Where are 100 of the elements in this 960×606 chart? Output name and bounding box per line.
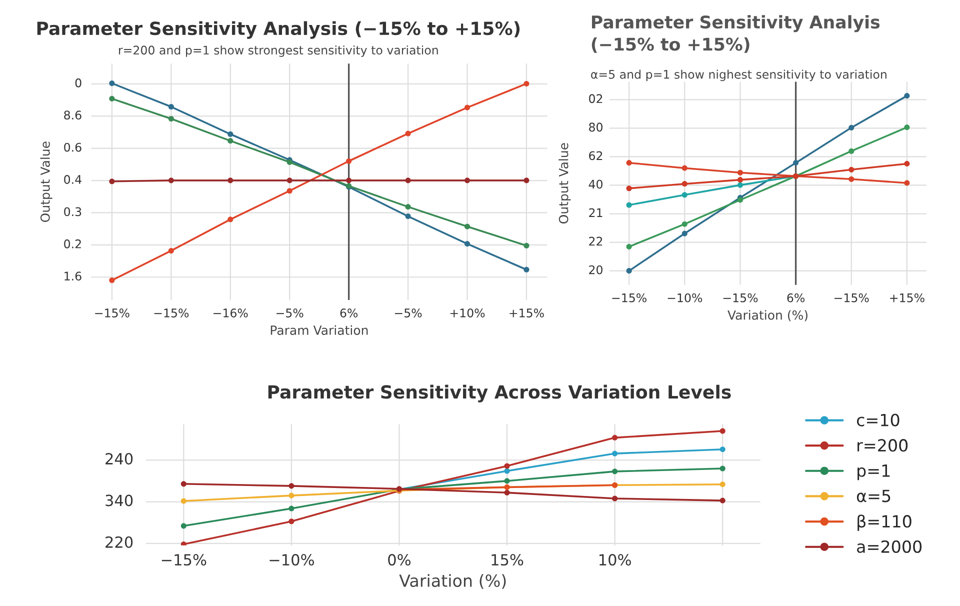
text: 80 bbox=[589, 122, 602, 132]
point bbox=[720, 466, 726, 472]
point bbox=[286, 188, 292, 194]
chart-title: Parameter Sensitivity Analysis (−15% to +15%) bbox=[37, 21, 520, 39]
x-tick-label: 6% bbox=[340, 308, 358, 318]
point bbox=[720, 482, 726, 488]
text: 21 bbox=[589, 208, 602, 218]
point bbox=[288, 506, 294, 512]
point bbox=[524, 242, 530, 248]
text: 0.2 bbox=[64, 239, 81, 248]
text: 62 bbox=[589, 151, 602, 160]
x-axis-title: Variation (%) bbox=[728, 310, 808, 322]
legend-label: β=110 bbox=[858, 514, 912, 531]
x-tick-label: −15% bbox=[162, 554, 206, 566]
point bbox=[612, 434, 618, 440]
point bbox=[848, 176, 854, 182]
point bbox=[228, 216, 234, 222]
point bbox=[626, 202, 632, 208]
point bbox=[793, 160, 799, 166]
legend-label: c=10 bbox=[856, 414, 900, 426]
x-tick-label: 10% bbox=[600, 554, 631, 566]
chart-title: Parameter Sensitivity Across Variation Levels bbox=[268, 384, 731, 402]
x-axis-title: Variation (%) bbox=[399, 574, 506, 589]
point bbox=[168, 248, 174, 254]
point bbox=[737, 177, 743, 183]
x-tick-label: −16% bbox=[214, 308, 248, 318]
point bbox=[524, 178, 530, 184]
point bbox=[720, 498, 726, 504]
point bbox=[612, 468, 618, 474]
point bbox=[737, 182, 743, 188]
x-tick-label: 6% bbox=[787, 293, 804, 302]
text: 240 bbox=[106, 452, 133, 465]
point bbox=[682, 230, 688, 236]
point bbox=[504, 468, 510, 474]
x-tick-label: +15% bbox=[890, 293, 924, 302]
point bbox=[168, 104, 174, 110]
point bbox=[524, 266, 530, 272]
point bbox=[346, 178, 352, 184]
point bbox=[682, 181, 688, 187]
x-tick-label: +10% bbox=[450, 308, 485, 318]
x-tick-label: −15% bbox=[95, 308, 130, 318]
point bbox=[504, 490, 510, 496]
x-tick-label: −10% bbox=[668, 293, 702, 302]
point bbox=[109, 96, 115, 102]
point bbox=[682, 221, 688, 227]
point bbox=[720, 428, 726, 434]
y-axis-title: Output Value bbox=[40, 142, 52, 222]
x-tick-label: 0% bbox=[388, 554, 410, 566]
text: 0 bbox=[75, 78, 82, 88]
point bbox=[109, 277, 115, 284]
x-axis-title: Param Variation bbox=[270, 325, 368, 335]
point bbox=[228, 178, 234, 184]
point bbox=[524, 80, 530, 86]
point bbox=[626, 244, 632, 250]
text: 0.3 bbox=[64, 207, 82, 216]
point bbox=[464, 241, 470, 247]
x-tick-label: −15% bbox=[834, 293, 869, 302]
x-tick-label: −15% bbox=[154, 308, 189, 318]
point bbox=[504, 463, 510, 469]
point bbox=[904, 160, 910, 166]
point bbox=[168, 116, 174, 122]
point bbox=[612, 450, 618, 456]
point bbox=[180, 498, 186, 504]
point bbox=[626, 268, 632, 274]
point bbox=[168, 178, 174, 184]
text: 22 bbox=[589, 236, 602, 246]
point bbox=[682, 165, 688, 171]
point bbox=[848, 166, 854, 172]
legend-label: r=200 bbox=[858, 439, 908, 452]
point bbox=[464, 224, 470, 230]
point bbox=[288, 483, 294, 489]
point bbox=[405, 204, 411, 210]
point bbox=[288, 492, 294, 498]
point bbox=[228, 138, 234, 144]
chart-subtitle: r=200 and p=1 show strongest sensitivity to variation bbox=[119, 45, 438, 57]
text: 8.6 bbox=[64, 110, 82, 120]
x-tick-label: −10% bbox=[270, 554, 314, 566]
text: 20 bbox=[589, 265, 602, 274]
point bbox=[904, 93, 910, 99]
legend-label: p=1 bbox=[858, 464, 890, 480]
point bbox=[228, 131, 234, 137]
x-tick-label: −15% bbox=[723, 293, 758, 302]
point bbox=[626, 186, 632, 192]
point bbox=[737, 197, 743, 203]
x-tick-label: −15% bbox=[612, 293, 646, 302]
point bbox=[288, 518, 294, 524]
point bbox=[720, 446, 726, 452]
point bbox=[405, 213, 411, 220]
legend-label: a=2000 bbox=[857, 540, 922, 553]
text: 1.6 bbox=[64, 272, 82, 281]
point bbox=[346, 158, 352, 164]
y-axis-title: Output Value bbox=[558, 143, 571, 224]
chart-subtitle: α=5 and p=1 show nighest sensitivity to variation bbox=[591, 70, 886, 82]
point bbox=[109, 178, 115, 184]
x-tick-label: +15% bbox=[510, 308, 544, 318]
text: 0.6 bbox=[64, 142, 82, 152]
text: 40 bbox=[588, 180, 602, 189]
legend-label: α=5 bbox=[856, 490, 890, 502]
point bbox=[504, 478, 510, 484]
point bbox=[109, 80, 115, 86]
